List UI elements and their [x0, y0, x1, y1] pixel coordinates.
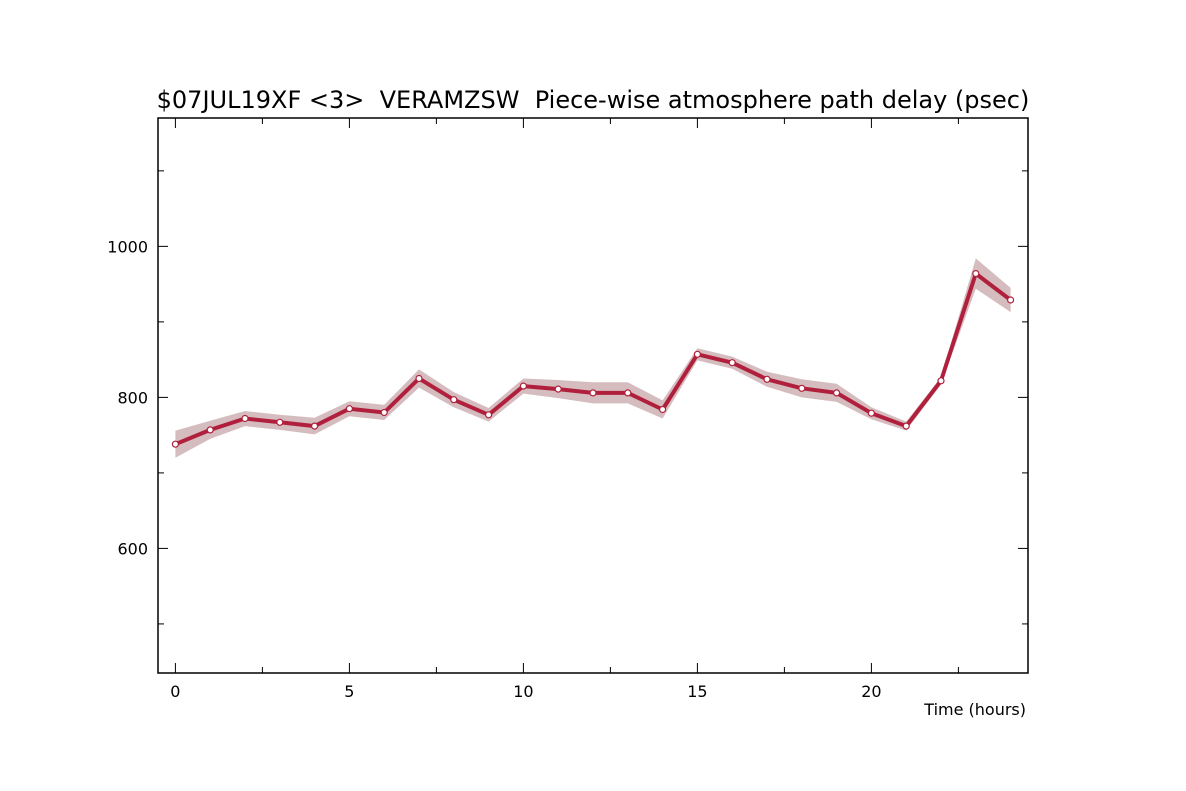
data-point	[728, 359, 736, 367]
x-tick-label: 5	[344, 682, 354, 701]
data-point	[658, 405, 667, 414]
data-point	[902, 422, 910, 430]
y-tick-label: 800	[117, 388, 148, 407]
axis-ticks: 0 5 10 15 20 600 800 1000	[107, 118, 1028, 701]
x-tick-label: 0	[170, 682, 180, 701]
data-point	[589, 389, 597, 397]
data-point	[972, 270, 980, 278]
y-tick-label: 600	[117, 539, 148, 558]
data-point	[832, 389, 841, 397]
data-point	[763, 375, 771, 383]
data-point	[311, 422, 319, 430]
plot-area	[171, 258, 1015, 458]
data-point	[241, 414, 249, 423]
data-point	[937, 377, 945, 385]
data-point	[867, 409, 876, 417]
data-point	[693, 350, 702, 358]
data-point	[1006, 296, 1015, 304]
x-axis-label: Time (hours)	[923, 700, 1026, 719]
data-point	[345, 405, 353, 413]
data-point	[624, 389, 632, 397]
plot-frame	[157, 117, 1029, 674]
data-point	[450, 396, 458, 404]
x-tick-label: 10	[513, 682, 533, 701]
data-point	[206, 426, 214, 434]
data-point	[276, 418, 284, 426]
chart-title: $07JUL19XF <3> VERAMZSW Piece-wise atmos…	[157, 86, 1030, 114]
data-point	[519, 382, 528, 390]
x-tick-label: 15	[687, 682, 707, 701]
data-point	[485, 411, 493, 419]
data-point	[554, 385, 562, 393]
error-band	[175, 258, 1011, 458]
data-point	[380, 408, 388, 417]
data-point	[171, 440, 179, 448]
data-point	[798, 384, 806, 392]
data-point	[415, 374, 423, 383]
y-tick-label: 1000	[107, 237, 148, 256]
x-tick-label: 20	[861, 682, 881, 701]
